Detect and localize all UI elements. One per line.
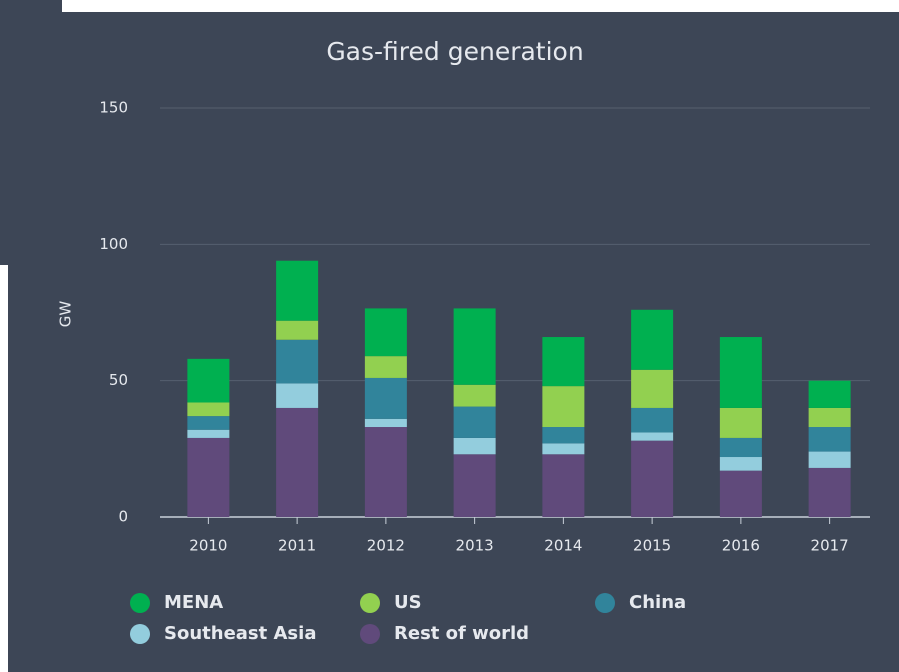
bar-segment: [364, 356, 407, 378]
bar-segment: [808, 380, 851, 408]
bar-segment: [364, 427, 407, 517]
bar-segment: [453, 406, 496, 438]
bar-segment: [808, 467, 851, 517]
bar-segment: [453, 384, 496, 407]
legend-marker: [595, 593, 615, 613]
bar-segment: [631, 407, 674, 433]
x-tick-label: 2011: [278, 537, 316, 555]
chart-title: Gas-fired generation: [326, 37, 583, 66]
y-tick-label: 50: [109, 371, 128, 389]
legend-marker: [360, 624, 380, 644]
bar-segment: [542, 443, 585, 455]
bar-segment: [808, 427, 851, 452]
bar-segment: [453, 437, 496, 455]
bar-segment: [719, 437, 762, 458]
bar-segment: [364, 418, 407, 428]
bar-segment: [631, 432, 674, 441]
legend-label: US: [394, 592, 422, 613]
bar-segment: [276, 383, 319, 408]
bar-segment: [364, 377, 407, 419]
legend-marker: [130, 593, 150, 613]
bar-segment: [187, 429, 230, 438]
legend-label: MENA: [164, 592, 223, 613]
bar-segment: [187, 437, 230, 517]
bar-segment: [453, 308, 496, 385]
x-tick-label: 2015: [633, 537, 671, 555]
x-tick-label: 2017: [811, 537, 849, 555]
bar-segment: [719, 337, 762, 408]
bar-segment: [276, 320, 319, 340]
bar-segment: [719, 470, 762, 517]
bar-segment: [542, 337, 585, 387]
x-tick-label: 2012: [367, 537, 405, 555]
bar-segment: [631, 369, 674, 408]
bar-segment: [364, 308, 407, 357]
x-tick-label: 2010: [189, 537, 227, 555]
legend-marker: [130, 624, 150, 644]
bar-segment: [631, 440, 674, 517]
y-axis-label: GW: [57, 301, 75, 328]
y-tick-label: 150: [99, 99, 128, 117]
bar-segment: [453, 454, 496, 517]
bar-segment: [187, 402, 230, 417]
bar-segment: [542, 427, 585, 444]
x-tick-label: 2013: [456, 537, 494, 555]
x-tick-label: 2016: [722, 537, 760, 555]
legend-label: Southeast Asia: [164, 623, 316, 644]
bar-segment: [719, 407, 762, 438]
bar-segment: [187, 416, 230, 430]
bar-segment: [631, 309, 674, 370]
bar-segment: [276, 339, 319, 384]
bar-segment: [542, 386, 585, 428]
legend-label: Rest of world: [394, 623, 529, 644]
bar-segment: [808, 407, 851, 428]
bar-segment: [187, 358, 230, 403]
bar-segment: [276, 407, 319, 517]
x-tick-label: 2014: [544, 537, 582, 555]
legend-label: China: [629, 592, 686, 613]
bar-segment: [542, 454, 585, 517]
y-tick-label: 100: [99, 235, 128, 253]
bar-segment: [276, 260, 319, 321]
legend-marker: [360, 593, 380, 613]
bar-segment: [719, 457, 762, 471]
y-tick-label: 0: [118, 508, 128, 526]
bar-segment: [808, 451, 851, 468]
